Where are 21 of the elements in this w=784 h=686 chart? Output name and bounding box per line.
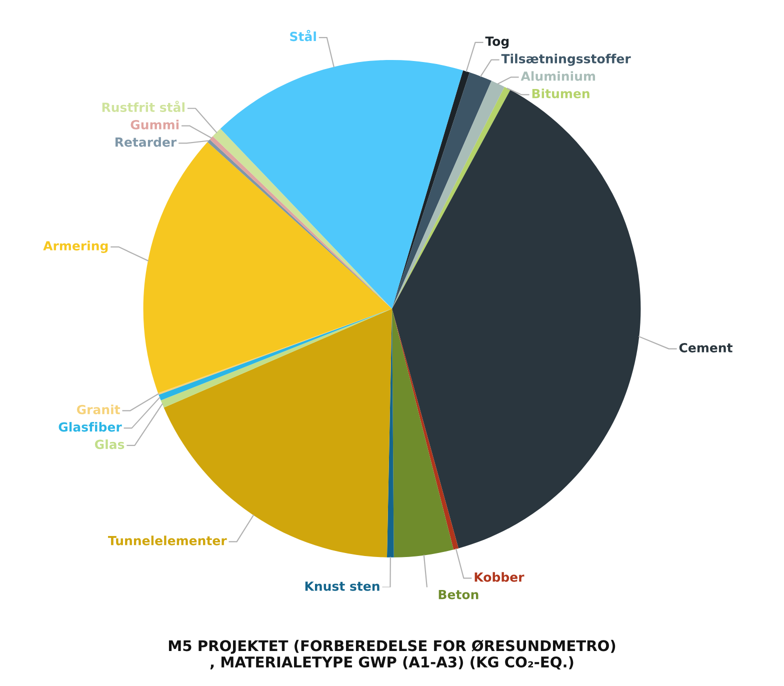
slice-label: Tog [485, 36, 509, 48]
slice-label: Glas [94, 439, 124, 450]
slice-label: Kobber [474, 572, 524, 582]
slice-label: Aluminium [520, 71, 596, 81]
slice-label: Tunnelelementer [108, 536, 227, 546]
pie-slice [220, 60, 464, 309]
slice-label: Beton [438, 590, 478, 600]
slice-label: Gummi [130, 120, 179, 130]
pie-slice [392, 70, 470, 309]
slice-label: Stål [290, 30, 316, 42]
slice-label: Retarder [116, 137, 177, 147]
slice-label: Knust sten [305, 582, 380, 591]
slice-label: Cement [679, 342, 732, 352]
pie-slice [392, 90, 641, 548]
slice-label: Bitumen [532, 88, 590, 98]
slice-label: Armering [43, 240, 108, 254]
slice-label: Tilsætningsstoffer [501, 54, 631, 66]
text: M5 PROJEKTET (FORBEREDELSE FOR ØRESUNDMETRO) , MATERIALETYPE GWP (A1-A3) (KG CO₂-EQ.) [168, 640, 616, 670]
slice-label: Granit [76, 404, 120, 414]
slice-label: Glasfiber [58, 422, 122, 432]
slice-label: Rustfrit stål [102, 100, 184, 112]
